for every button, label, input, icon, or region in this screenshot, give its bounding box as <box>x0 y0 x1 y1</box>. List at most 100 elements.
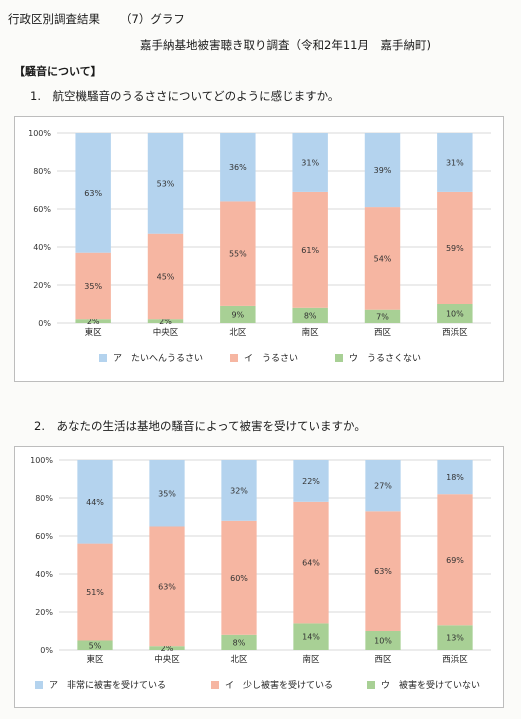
bar-segment-i <box>220 201 256 306</box>
legend-swatch-a <box>35 681 43 689</box>
data-label: 64% <box>302 559 320 568</box>
bar-segment-i <box>77 543 113 641</box>
bar-segment-u <box>364 309 401 323</box>
y-tick-label: 20% <box>35 608 53 617</box>
question-2: 2. あなたの生活は基地の騒音によって被害を受けていますか。 <box>34 419 366 433</box>
bar-segment-u <box>437 304 473 323</box>
data-label: 18% <box>446 473 464 482</box>
data-label: 44% <box>86 498 104 507</box>
y-tick-label: 80% <box>35 494 53 503</box>
bar-segment-a <box>292 133 328 192</box>
data-label: 5% <box>89 641 102 650</box>
bar-segment-u <box>149 646 185 650</box>
chart-1-frame: 0% 20% 40% 60% 80% 100% 2% 35% 63% 東区 2% 45% 53% 中央区 9… <box>14 116 504 382</box>
data-label: 55% <box>229 250 247 259</box>
x-tick-label: 東区 <box>86 654 104 665</box>
y-tick-label: 60% <box>33 205 51 214</box>
y-tick-label: 100% <box>28 129 51 138</box>
y-tick-label: 20% <box>33 281 51 290</box>
x-tick-label: 西浜区 <box>442 654 468 665</box>
data-label: 63% <box>84 189 102 198</box>
bar-segment-a <box>221 460 257 521</box>
data-label: 27% <box>374 482 392 491</box>
bar-segment-u <box>437 625 473 650</box>
bar-segment-u <box>220 305 256 323</box>
bar-segment-i <box>365 511 401 631</box>
bar-segment-i <box>75 252 111 320</box>
bar-segment-i <box>147 233 184 320</box>
y-tick-label: 0% <box>38 319 51 328</box>
section-title: 【騒音について】 <box>14 65 102 78</box>
data-label: 31% <box>301 158 319 167</box>
legend-label: イ うるさい <box>244 353 298 364</box>
data-label: 53% <box>157 179 175 188</box>
bar-segment-u <box>293 623 329 650</box>
data-label: 60% <box>230 574 248 583</box>
data-label: 63% <box>374 567 392 576</box>
data-label: 69% <box>446 556 464 565</box>
data-label: 2% <box>161 644 174 653</box>
x-tick-label: 北区 <box>229 328 247 338</box>
legend-swatch-u <box>367 681 375 689</box>
data-label: 59% <box>446 244 464 253</box>
bar-segment-u <box>292 307 328 323</box>
data-label: 51% <box>86 588 104 597</box>
x-tick-label: 西区 <box>374 655 392 665</box>
legend-label: ア 非常に被害を受けている <box>49 679 166 691</box>
y-tick-label: 40% <box>35 570 53 579</box>
x-tick-label: 南区 <box>302 327 320 338</box>
bar-segment-a <box>147 133 184 234</box>
data-label: 54% <box>374 254 392 263</box>
data-label: 31% <box>446 158 464 167</box>
report-header-left: 行政区別調査結果 <box>8 12 100 26</box>
bar-segment-a <box>220 133 256 202</box>
data-label: 14% <box>302 633 320 642</box>
bar-segment-a <box>149 460 185 527</box>
y-tick-label: 100% <box>30 456 53 465</box>
legend-swatch-u <box>335 354 343 362</box>
chart-2-frame: 0% 20% 40% 60% 80% 100% 5% 51% 44% 東区 2% 63% 35% 中央区 8… <box>14 446 504 708</box>
legend-label: ウ うるさくない <box>349 353 421 364</box>
y-tick-label: 0% <box>40 646 53 655</box>
bar-segment-u <box>221 634 257 650</box>
data-label: 10% <box>446 310 464 319</box>
bar-segment-a <box>77 460 113 544</box>
data-label: 8% <box>233 638 246 647</box>
x-tick-label: 中央区 <box>154 654 180 665</box>
bar-segment-i <box>364 207 401 310</box>
x-tick-label: 北区 <box>230 655 248 665</box>
data-label: 7% <box>376 312 389 321</box>
bar-segment-u <box>75 319 111 323</box>
bar-segment-i <box>292 191 328 308</box>
x-tick-label: 中央区 <box>153 327 179 338</box>
x-tick-label: 西浜区 <box>442 327 468 338</box>
bar-segment-u <box>147 319 184 323</box>
legend-swatch-i <box>230 354 238 362</box>
data-label: 2% <box>87 317 100 326</box>
x-tick-label: 西区 <box>374 328 392 338</box>
data-label: 10% <box>374 637 392 646</box>
data-label: 8% <box>304 311 317 320</box>
legend-swatch-a <box>99 354 107 362</box>
bar-segment-i <box>437 191 473 304</box>
bar-segment-a <box>75 133 111 253</box>
legend-label: イ 少し被害を受けている <box>225 679 333 691</box>
y-tick-label: 80% <box>33 167 51 176</box>
x-tick-label: 東区 <box>85 327 103 338</box>
survey-subtitle: 嘉手納基地被害聴き取り調査（令和2年11月 嘉手納町) <box>140 38 431 52</box>
data-label: 36% <box>229 163 247 172</box>
bar-segment-i <box>437 494 473 626</box>
data-label: 45% <box>157 272 175 281</box>
legend-label: ウ 被害を受けていない <box>381 679 480 691</box>
chart-1: 0%20%40%60%80%100%2%35%63%東区2%45%53%中央区9… <box>28 129 491 364</box>
legend-swatch-i <box>211 681 219 689</box>
bar-segment-a <box>437 133 473 192</box>
data-label: 63% <box>158 582 176 591</box>
bar-segment-a <box>437 460 473 495</box>
data-label: 35% <box>158 489 176 498</box>
y-tick-label: 40% <box>33 243 51 252</box>
data-label: 22% <box>302 477 320 486</box>
data-label: 2% <box>159 317 172 326</box>
bar-segment-i <box>221 520 257 635</box>
bar-segment-i <box>293 501 329 624</box>
